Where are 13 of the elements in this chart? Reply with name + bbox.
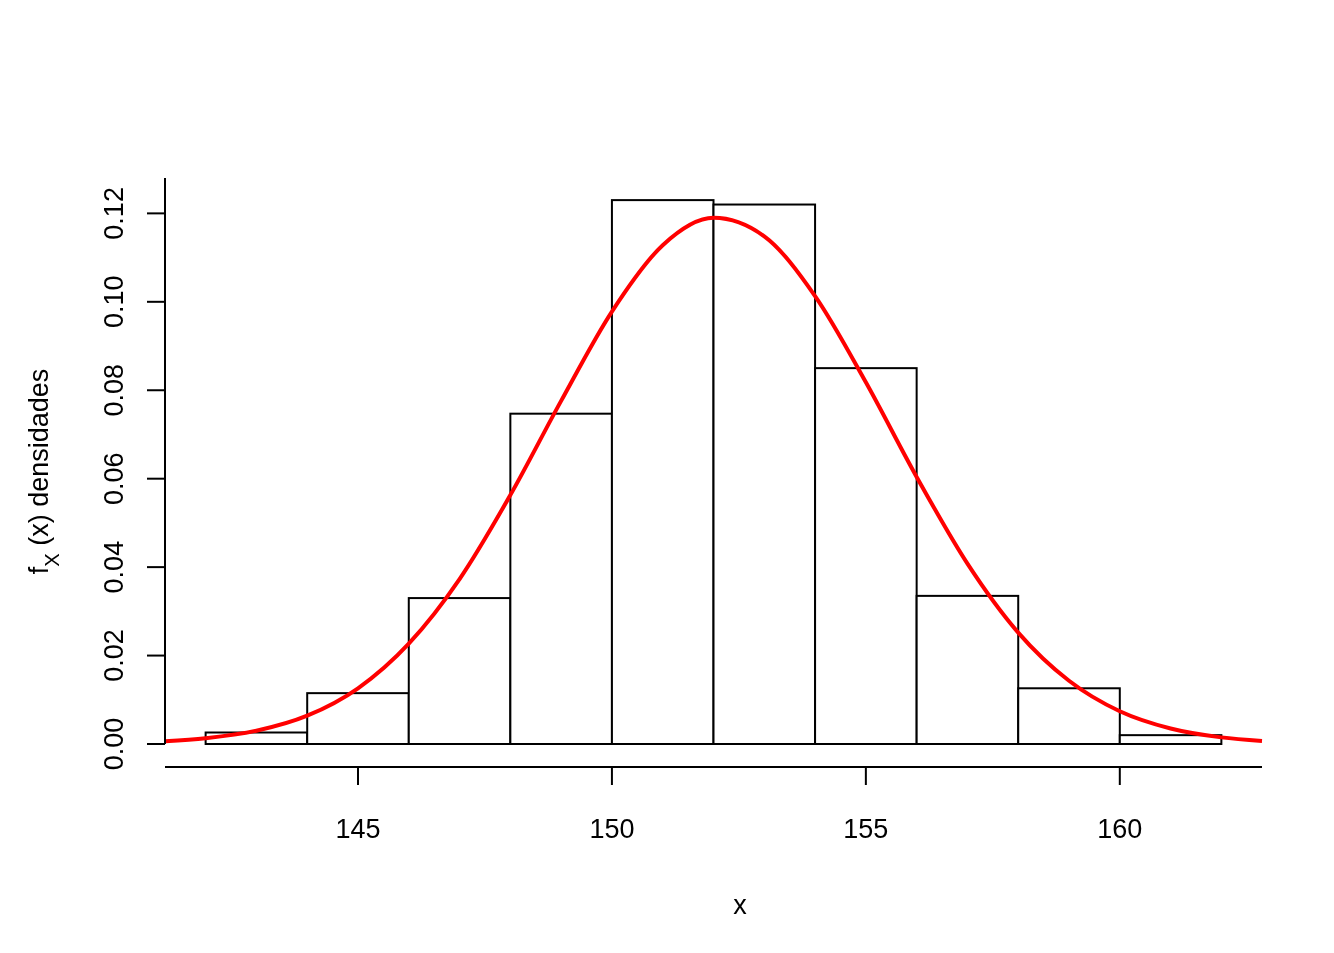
line-series — [163, 215, 1264, 744]
y-tick-label: 0.02 — [99, 629, 129, 682]
x-tick-label: 160 — [1097, 814, 1143, 844]
y-tick-label: 0.08 — [99, 363, 129, 417]
x-tick-label: 145 — [335, 814, 381, 844]
y-tick-label: 0.06 — [99, 452, 129, 505]
y-tick-label: 0.12 — [99, 187, 129, 240]
y-tick-label: 0.00 — [99, 717, 129, 771]
x-axis-title: x — [733, 890, 748, 920]
y-tick-label: 0.04 — [99, 540, 129, 594]
y-tick-label: 0.10 — [99, 275, 129, 329]
x-tick-label: 150 — [589, 814, 635, 844]
x-tick-label: 155 — [843, 814, 889, 844]
